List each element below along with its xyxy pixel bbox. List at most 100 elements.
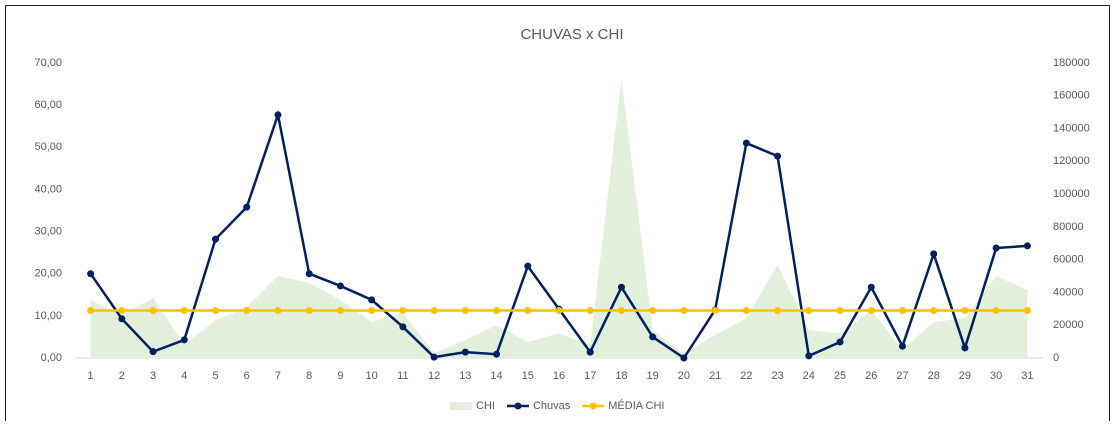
x-tick-label: 30 [990,370,1002,382]
x-tick-label: 22 [740,370,752,382]
y2-tick-label: 120000 [1053,155,1090,167]
legend-marker [514,402,522,410]
marker [368,296,376,304]
x-tick-label: 26 [865,370,877,382]
y-tick-label: 60,00 [34,99,62,111]
marker [930,250,938,258]
x-tick-label: 20 [678,370,690,382]
marker [399,306,407,314]
marker [149,348,157,356]
y-tick-label: 50,00 [34,141,62,153]
x-tick-label: 1 [88,370,94,382]
marker [180,336,188,344]
x-tick-label: 21 [709,370,721,382]
marker [680,306,688,314]
x-tick-label: 15 [522,370,534,382]
marker [742,306,750,314]
marker [774,152,782,160]
marker [617,283,625,291]
marker [243,203,251,211]
x-tick-label: 14 [490,370,502,382]
marker [430,353,438,361]
x-tick-label: 28 [928,370,940,382]
marker [836,306,844,314]
marker [711,306,719,314]
x-tick-label: 9 [337,370,343,382]
marker [992,306,1000,314]
marker [1023,306,1031,314]
x-tick-label: 18 [615,370,627,382]
x-tick-label: 25 [834,370,846,382]
marker [898,306,906,314]
legend-label: MÉDIA CHI [608,399,664,412]
y2-tick-label: 20000 [1053,319,1084,331]
marker [493,306,501,314]
marker [336,282,344,290]
marker [180,306,188,314]
marker [930,306,938,314]
marker [461,348,469,356]
x-tick-label: 12 [428,370,440,382]
marker [586,306,594,314]
marker [305,270,313,278]
marker [867,306,875,314]
y2-tick-label: 100000 [1053,188,1090,200]
y2-tick-label: 140000 [1053,122,1090,134]
marker [649,333,657,341]
marker [274,306,282,314]
marker [149,306,157,314]
marker [336,306,344,314]
x-tick-label: 23 [771,370,783,382]
marker [617,306,625,314]
marker [742,139,750,147]
marker [87,270,95,278]
y2-tick-label: 60000 [1053,254,1084,266]
chart-frame [5,5,1110,426]
marker [243,306,251,314]
x-tick-label: 8 [306,370,312,382]
x-tick-label: 29 [959,370,971,382]
marker [1023,242,1031,250]
legend-label: CHI [476,400,495,412]
x-tick-label: 11 [397,370,408,382]
y-tick-label: 30,00 [34,225,62,237]
x-tick-label: 3 [150,370,156,382]
x-tick-label: 17 [584,370,596,382]
x-tick-label: 27 [896,370,908,382]
marker [118,306,126,314]
x-tick-label: 10 [366,370,378,382]
x-tick-label: 31 [1021,370,1033,382]
x-tick-label: 13 [459,370,471,382]
x-tick-label: 6 [244,370,250,382]
y-tick-label: 0,00 [41,352,62,364]
y-tick-label: 70,00 [34,57,62,69]
x-tick-label: 19 [647,370,659,382]
area [90,79,1028,358]
x-tick-label: 16 [553,370,565,382]
marker [649,306,657,314]
x-tick-label: 5 [212,370,218,382]
marker [524,306,532,314]
y2-tick-label: 180000 [1053,57,1090,69]
legend-swatch [450,402,472,410]
legend-marker [589,402,597,410]
x-tick-label: 7 [275,370,281,382]
marker [430,306,438,314]
marker [493,350,501,358]
marker [774,306,782,314]
marker [555,306,563,314]
y-tick-label: 20,00 [34,268,62,280]
marker [118,315,126,323]
marker [274,111,282,119]
marker [898,342,906,350]
marker [961,344,969,352]
x-tick-label: 2 [119,370,125,382]
marker [524,262,532,270]
marker [368,306,376,314]
x-tick-label: 4 [181,370,187,382]
y2-tick-label: 160000 [1053,90,1090,102]
y2-tick-label: 40000 [1053,286,1084,298]
marker [805,352,813,360]
marker [992,244,1000,252]
marker [836,338,844,346]
